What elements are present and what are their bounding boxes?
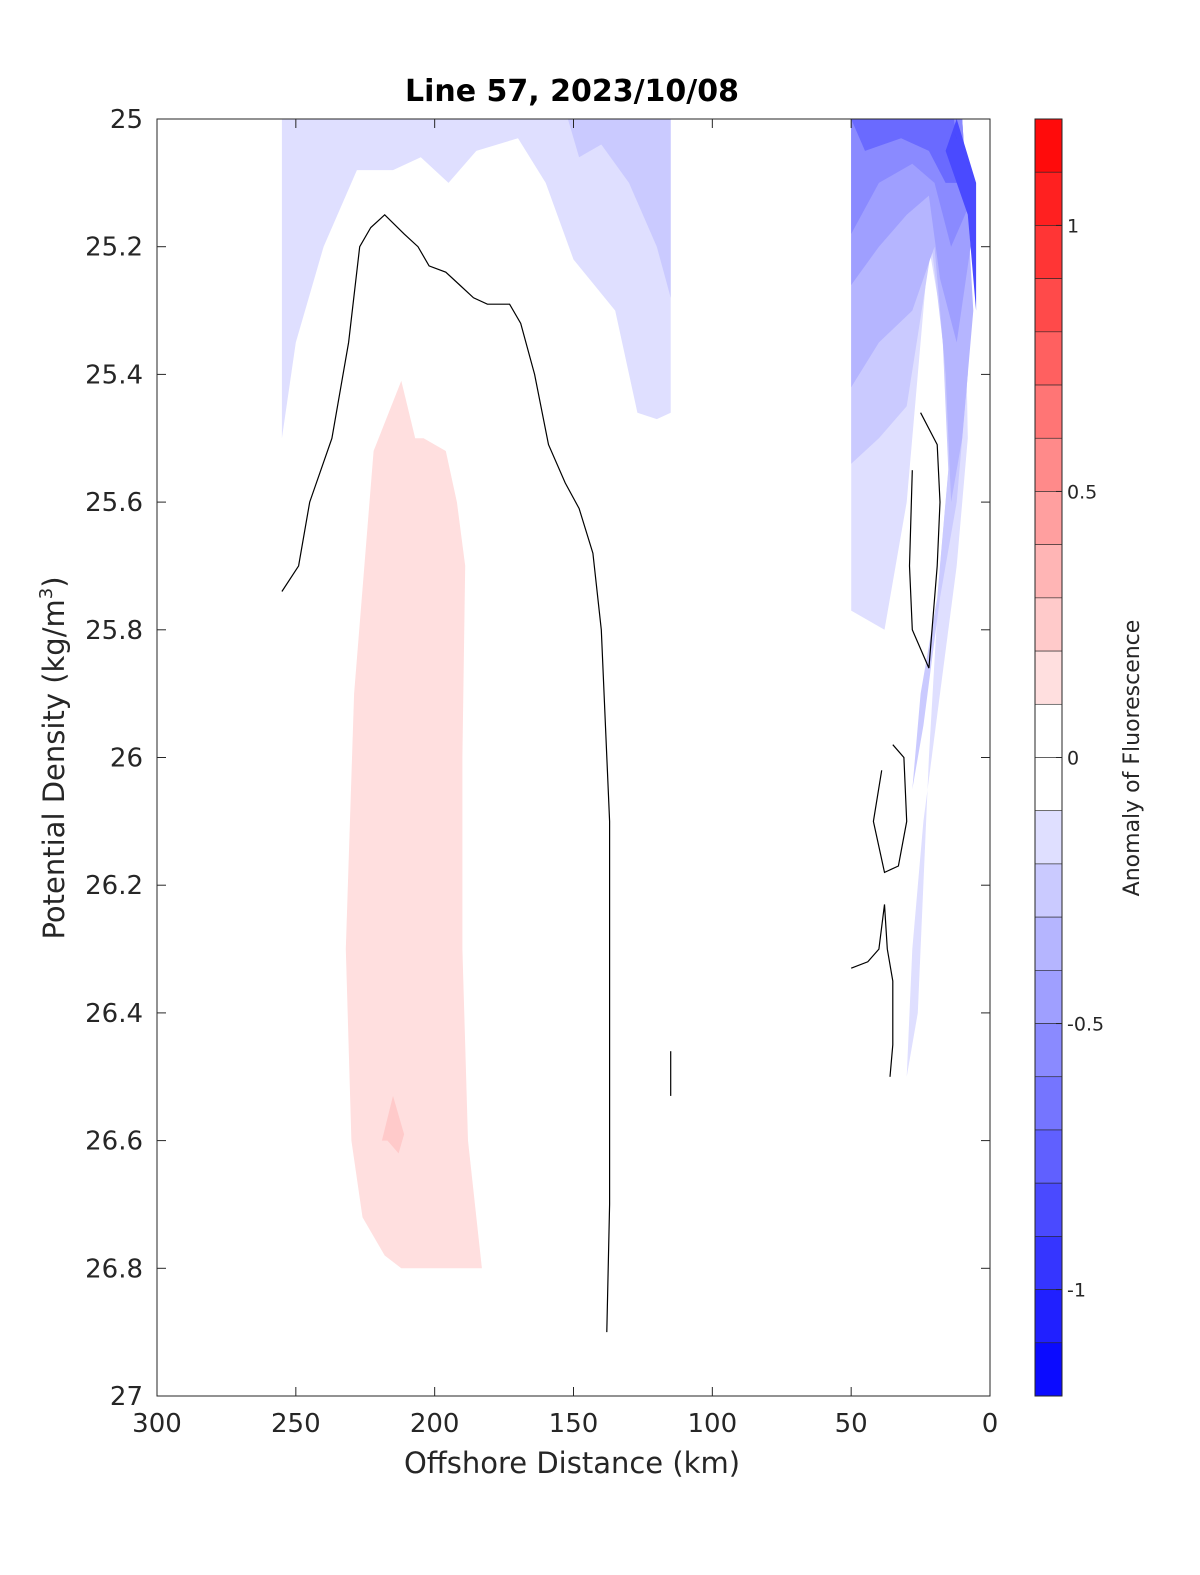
colorbar-band <box>1034 757 1063 812</box>
x-tick-label: 150 <box>549 1409 599 1439</box>
chart-title: Line 57, 2023/10/08 <box>405 74 739 109</box>
colorbar-band <box>1034 650 1063 705</box>
colorbar-tick-label: 1 <box>1067 215 1079 237</box>
y-axis-label-end: ) <box>37 576 71 587</box>
contour-fill-region-2 <box>345 380 482 1269</box>
colorbar-band <box>1034 1342 1063 1397</box>
colorbar-tick-label: 0 <box>1067 748 1079 770</box>
x-tick-label: 50 <box>835 1409 868 1439</box>
y-tick-label: 25.2 <box>85 233 143 263</box>
colorbar-band <box>1034 437 1063 492</box>
colorbar-tick-label: -0.5 <box>1067 1014 1104 1036</box>
zero-contour-line-3 <box>850 904 894 1077</box>
colorbar-band <box>1034 384 1063 439</box>
y-tick-label: 27 <box>110 1382 143 1412</box>
colorbar-band <box>1034 810 1063 865</box>
contour-fill-region-1 <box>567 119 671 298</box>
colorbar-band <box>1034 703 1063 758</box>
zero-contour-line-0 <box>281 213 611 1333</box>
y-axis: 25 25.2 25.4 25.6 25.8 26 26.2 26.4 26.6 26.8 27 <box>85 105 990 1412</box>
contour-fill-region-3 <box>381 1095 405 1154</box>
contour-fill-region-10 <box>945 119 977 311</box>
x-axis-label: Offshore Distance (km) <box>404 1446 740 1480</box>
x-tick-label: 200 <box>410 1409 460 1439</box>
colorbar-band <box>1034 1182 1063 1237</box>
colorbar-band <box>1034 916 1063 971</box>
x-tick-label: 250 <box>271 1409 321 1439</box>
colorbar-band <box>1034 171 1063 226</box>
y-axis-label-superscript: 3 <box>36 588 57 599</box>
colorbar-band <box>1034 597 1063 652</box>
y-tick-label: 26.2 <box>85 871 143 901</box>
filled-contours <box>281 119 977 1269</box>
colorbar-band <box>1034 225 1063 279</box>
zero-contour-line-2 <box>872 744 908 874</box>
y-axis-label: Potential Density (kg/m3) <box>36 576 71 939</box>
contour-fill-region-11 <box>948 119 977 183</box>
colorbar-band <box>1034 1129 1063 1184</box>
colorbar-tick-label: -1 <box>1067 1280 1086 1302</box>
y-tick-label: 26 <box>110 744 143 774</box>
colorbar-band <box>1034 1289 1063 1344</box>
contour-fill-region-0 <box>281 119 671 439</box>
zero-contours <box>281 213 941 1333</box>
colorbar-band <box>1034 544 1063 599</box>
colorbar-band <box>1034 278 1063 333</box>
zero-contour-line-1 <box>908 412 941 669</box>
colorbar-band <box>1034 1236 1063 1290</box>
colorbar-band <box>1034 863 1063 918</box>
y-tick-label: 25.8 <box>85 616 143 646</box>
colorbar-band <box>1034 491 1063 545</box>
colorbar-band <box>1034 1023 1063 1078</box>
y-tick-label: 25 <box>110 105 143 135</box>
colorbar: 1 0.5 0 -0.5 -1 <box>1034 118 1104 1397</box>
x-tick-label: 0 <box>982 1409 999 1439</box>
colorbar-band <box>1034 331 1063 386</box>
colorbar-band <box>1034 970 1063 1024</box>
y-tick-label: 26.8 <box>85 1254 143 1284</box>
x-tick-label: 300 <box>132 1409 182 1439</box>
x-axis: 300 250 200 150 100 50 0 <box>132 119 998 1439</box>
y-tick-label: 26.6 <box>85 1127 143 1157</box>
colorbar-band <box>1034 1076 1063 1131</box>
x-tick-label: 100 <box>688 1409 738 1439</box>
colorbar-label: Anomaly of Fluorescence <box>1120 620 1145 897</box>
y-tick-label: 25.6 <box>85 488 143 518</box>
colorbar-tick-label: 0.5 <box>1067 481 1097 503</box>
y-tick-label: 25.4 <box>85 360 143 390</box>
y-axis-label-main: Potential Density (kg/m <box>37 599 71 939</box>
contour-fill-region-9 <box>851 119 963 183</box>
colorbar-band <box>1034 118 1063 173</box>
y-tick-label: 26.4 <box>85 999 143 1029</box>
